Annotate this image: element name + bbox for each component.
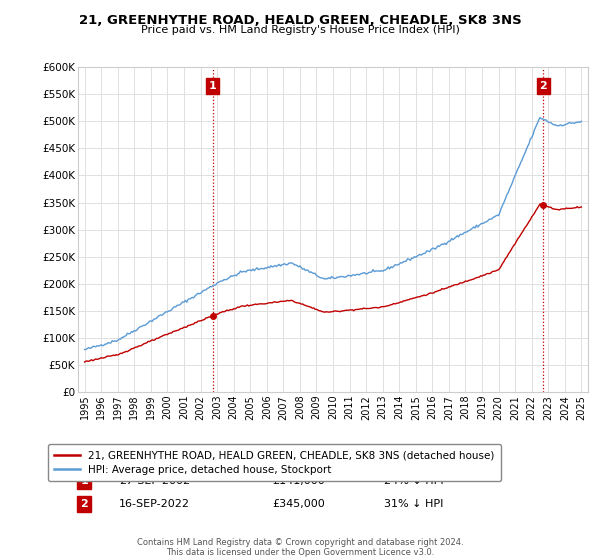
Text: 31% ↓ HPI: 31% ↓ HPI bbox=[384, 499, 443, 509]
Text: 2: 2 bbox=[539, 81, 547, 91]
Text: Price paid vs. HM Land Registry's House Price Index (HPI): Price paid vs. HM Land Registry's House … bbox=[140, 25, 460, 35]
Text: 27-SEP-2002: 27-SEP-2002 bbox=[119, 477, 190, 486]
Text: 21, GREENHYTHE ROAD, HEALD GREEN, CHEADLE, SK8 3NS: 21, GREENHYTHE ROAD, HEALD GREEN, CHEADL… bbox=[79, 14, 521, 27]
Text: Contains HM Land Registry data © Crown copyright and database right 2024.
This d: Contains HM Land Registry data © Crown c… bbox=[137, 538, 463, 557]
Legend: 21, GREENHYTHE ROAD, HEALD GREEN, CHEADLE, SK8 3NS (detached house), HPI: Averag: 21, GREENHYTHE ROAD, HEALD GREEN, CHEADL… bbox=[47, 444, 501, 481]
Text: 2: 2 bbox=[80, 499, 88, 509]
Text: £345,000: £345,000 bbox=[272, 499, 325, 509]
Text: £141,000: £141,000 bbox=[272, 477, 325, 486]
Text: 16-SEP-2022: 16-SEP-2022 bbox=[119, 499, 190, 509]
Text: 1: 1 bbox=[80, 477, 88, 486]
Text: 24% ↓ HPI: 24% ↓ HPI bbox=[384, 477, 443, 486]
Text: 1: 1 bbox=[209, 81, 217, 91]
